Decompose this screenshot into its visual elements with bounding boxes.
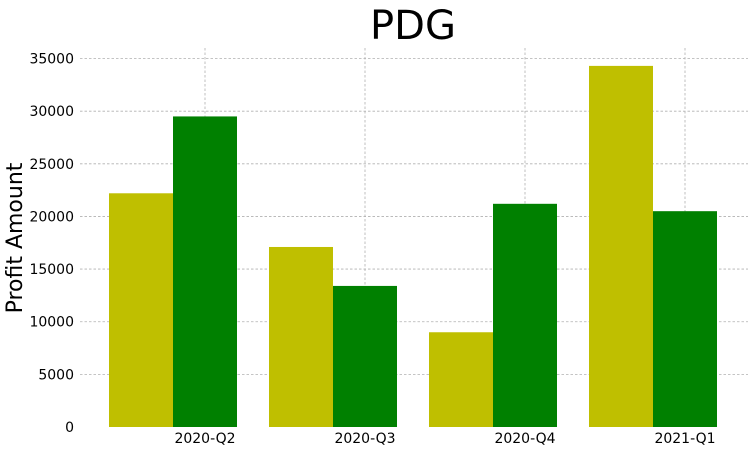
bars: [109, 65, 717, 428]
x-tick-labels: 2020-Q2 2020-Q3 2020-Q4 2021-Q1: [174, 431, 715, 447]
y-tick-labels: 0 5000 10000 15000 20000 25000 30000 35000: [29, 52, 74, 436]
y-tick-label: 35000: [29, 52, 74, 68]
x-tick-label: 2020-Q2: [174, 431, 235, 447]
y-tick-label: 30000: [29, 104, 74, 120]
x-tick-label: 2020-Q3: [334, 431, 395, 447]
bar: [653, 211, 717, 427]
y-tick-label: 15000: [29, 262, 74, 278]
bar: [429, 332, 493, 427]
bar: [109, 193, 173, 427]
y-tick-label: 20000: [29, 209, 74, 225]
x-tick-label: 2021-Q1: [654, 431, 715, 447]
bar: [269, 246, 333, 427]
y-axis-label: Profit Amount: [3, 162, 28, 313]
y-tick-label: 5000: [38, 367, 74, 383]
y-tick-label: 25000: [29, 157, 74, 173]
horizontal-gridlines: [80, 58, 748, 375]
y-tick-label: 0: [65, 420, 74, 436]
bar: [493, 203, 557, 427]
bar: [173, 116, 237, 428]
y-tick-label: 10000: [29, 315, 74, 331]
bar: [589, 65, 653, 428]
chart-title: PDG: [370, 3, 456, 49]
bar: [333, 285, 397, 427]
x-tick-label: 2020-Q4: [494, 431, 555, 447]
